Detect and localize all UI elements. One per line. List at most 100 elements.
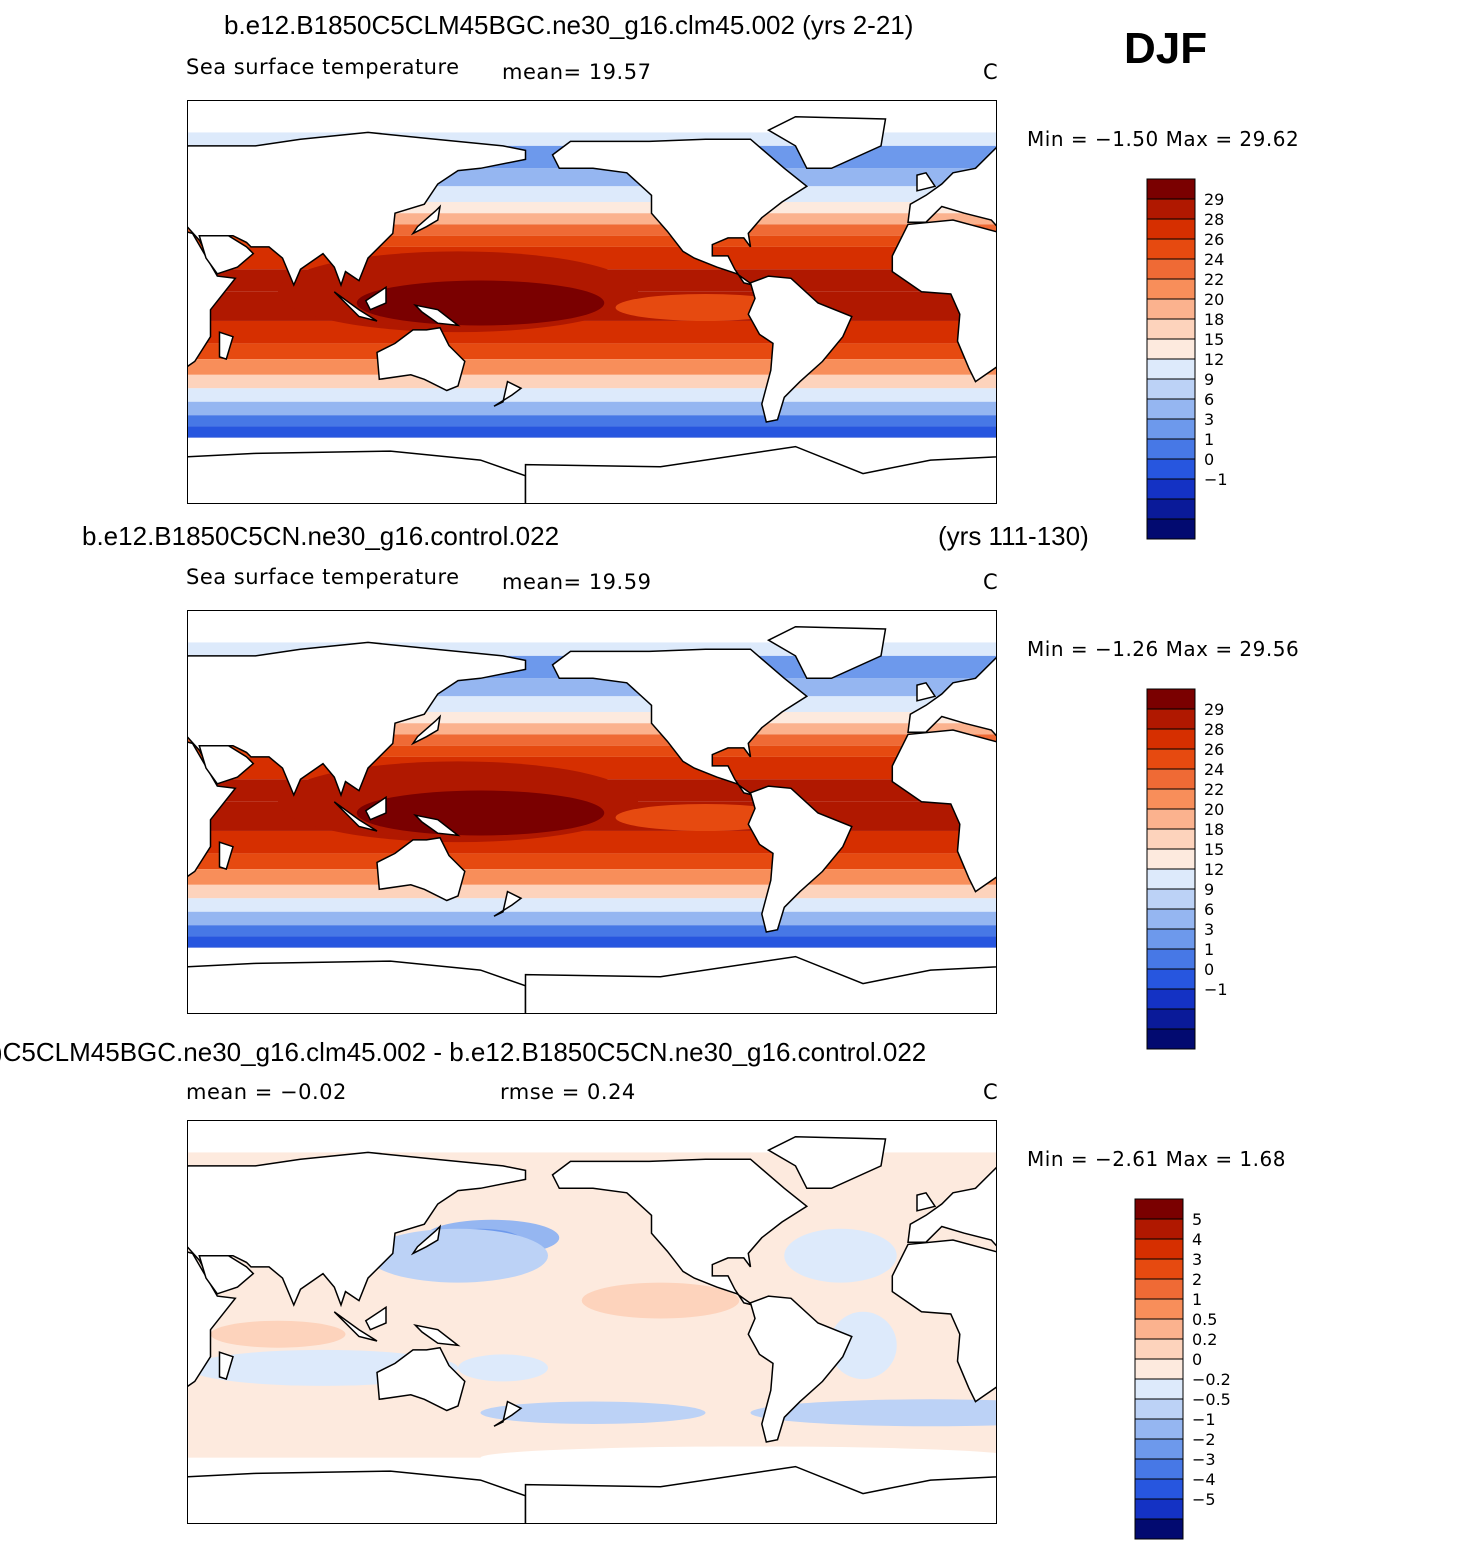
- colorbar-swatch: [1134, 1518, 1184, 1540]
- sst-contour-band: [188, 224, 996, 236]
- colorbar-swatch: [1146, 768, 1196, 790]
- coastline: [413, 1323, 461, 1347]
- sst-contour-band: [188, 320, 996, 344]
- colorbar-tick-label: 20: [1204, 290, 1224, 309]
- coastline: [333, 1311, 378, 1342]
- colorbar-tick-label: 22: [1204, 780, 1224, 799]
- colorbar-tick-label: 0: [1204, 960, 1214, 979]
- season-label: DJF: [1124, 24, 1208, 73]
- coastline: [376, 836, 466, 902]
- units-label: C: [983, 570, 999, 594]
- colorbar-swatch: [1134, 1238, 1184, 1260]
- colorbar-swatch: [1146, 968, 1196, 990]
- colorbar-swatch: [1146, 278, 1196, 300]
- sst-contour-band: [188, 869, 996, 885]
- sst-contour-band: [188, 853, 996, 870]
- coastline: [493, 890, 523, 917]
- diff-anomaly: [458, 1354, 548, 1382]
- colorbar-tick-label: 9: [1204, 370, 1214, 389]
- coastline: [413, 303, 461, 327]
- coastline: [198, 1254, 255, 1295]
- sst-contour-band: [188, 911, 996, 926]
- colorbar-swatch: [1134, 1298, 1184, 1320]
- coastline: [524, 1465, 996, 1523]
- coastline: [916, 171, 937, 192]
- mean-value: mean= 19.57: [502, 60, 652, 84]
- sst-contour-band: [188, 401, 996, 416]
- coastline: [907, 1166, 996, 1247]
- colorbar-tick-label: 3: [1192, 1250, 1202, 1269]
- colorbar-tick-label: −5: [1192, 1490, 1216, 1509]
- map-canvas: [188, 101, 996, 503]
- colorbar-swatch: [1134, 1398, 1184, 1420]
- map-canvas: [188, 611, 996, 1013]
- coastline: [891, 219, 996, 383]
- colorbar-swatch: [1146, 458, 1196, 480]
- colorbar-swatch: [1146, 498, 1196, 520]
- sst-map: [187, 610, 997, 1014]
- diff-anomaly: [750, 1399, 996, 1427]
- colorbar-swatch: [1146, 828, 1196, 850]
- coastline: [766, 115, 887, 170]
- colorbar-swatch: [1134, 1338, 1184, 1360]
- colorbar-swatch: [1146, 1008, 1196, 1030]
- coastline: [188, 1470, 527, 1523]
- colorbar-swatch: [1146, 358, 1196, 380]
- coastline: [218, 841, 234, 871]
- coastline: [218, 331, 234, 361]
- colorbar-swatch: [1146, 198, 1196, 220]
- rmse-value: rmse = 0.24: [500, 1080, 636, 1104]
- colorbar-tick-label: 15: [1204, 330, 1224, 349]
- colorbar-swatch: [1134, 1418, 1184, 1440]
- colorbar-swatch: [1146, 728, 1196, 750]
- colorbar-tick-label: 18: [1204, 310, 1224, 329]
- colorbar-swatch: [1134, 1318, 1184, 1340]
- colorbar-swatch: [1146, 748, 1196, 770]
- colorbar-tick-label: 1: [1204, 430, 1214, 449]
- diff-anomaly: [368, 1228, 548, 1283]
- coastline: [188, 960, 527, 1013]
- colorbar-swatch: [1134, 1458, 1184, 1480]
- colorbar-tick-label: 4: [1192, 1230, 1202, 1249]
- colorbar-swatch: [1134, 1218, 1184, 1240]
- coastline: [413, 813, 461, 837]
- colorbar-tick-label: −3: [1192, 1450, 1216, 1469]
- min-max-label: Min = −1.50 Max = 29.62: [1027, 127, 1300, 151]
- colorbar-swatch: [1146, 808, 1196, 830]
- colorbar-tick-label: −1: [1192, 1410, 1216, 1429]
- sst-contour-band: [188, 723, 996, 735]
- coastline: [188, 1251, 237, 1387]
- coastline: [198, 744, 255, 785]
- colorbar-swatch: [1146, 438, 1196, 460]
- coastline: [376, 1346, 466, 1412]
- coastline: [188, 741, 237, 877]
- colorbar-tick-label: 12: [1204, 350, 1224, 369]
- colorbar-tick-label: 5: [1192, 1210, 1202, 1229]
- colorbar-swatch: [1134, 1438, 1184, 1460]
- colorbar-tick-label: −0.5: [1192, 1390, 1231, 1409]
- variable-name: Sea surface temperature: [186, 565, 460, 589]
- colorbar-tick-label: 3: [1204, 410, 1214, 429]
- colorbar-swatch: [1134, 1258, 1184, 1280]
- sst-contour-band: [188, 925, 996, 937]
- sst-contour-band: [188, 415, 996, 427]
- colorbar-tick-label: 0.5: [1192, 1310, 1217, 1329]
- colorbar-swatch: [1146, 298, 1196, 320]
- panel-title: b.e12.B1850C5CN.ne30_g16.control.022: [82, 521, 560, 551]
- colorbar-swatch: [1134, 1478, 1184, 1500]
- coastline: [410, 204, 442, 236]
- colorbar-swatch: [1134, 1378, 1184, 1400]
- sst-contour-band: [188, 359, 996, 375]
- colorbar-swatch: [1146, 478, 1196, 500]
- coastline: [364, 1305, 387, 1331]
- warm-pool: [356, 790, 605, 836]
- sst-contour-band: [188, 936, 996, 948]
- coastline: [188, 231, 237, 367]
- panel-title: b.e12.B1850C5CLM45BGC.ne30_g16.clm45.002…: [224, 10, 914, 40]
- map-canvas: [188, 1121, 996, 1523]
- colorbar-swatch: [1146, 258, 1196, 280]
- panel-title: )C5CLM45BGC.ne30_g16.clm45.002 - b.e12.B…: [0, 1037, 927, 1067]
- sst-contour-band: [188, 388, 996, 402]
